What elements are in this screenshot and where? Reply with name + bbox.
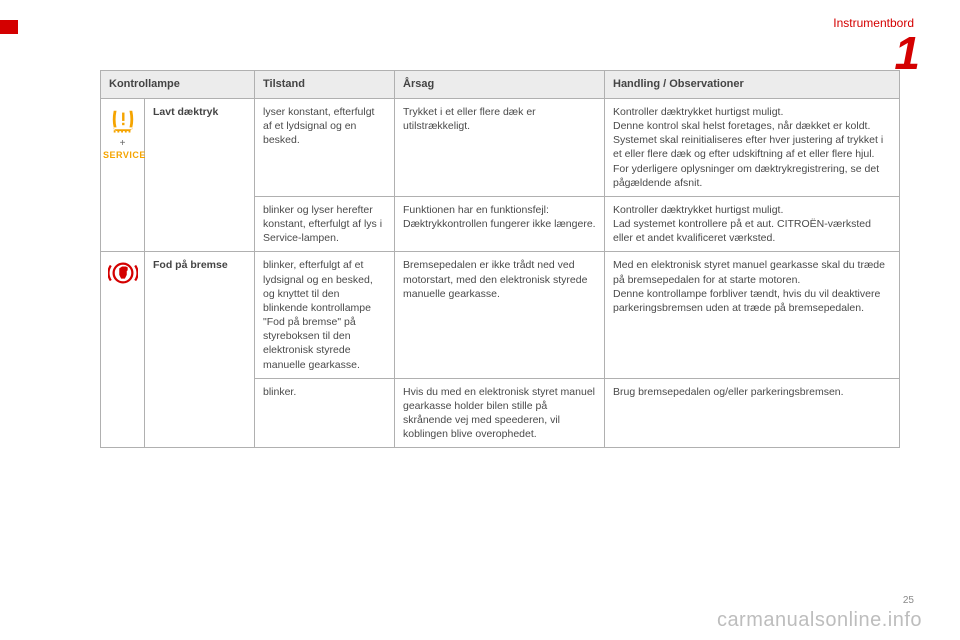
content-area: Kontrollampe Tilstand Årsag Handling / O… (100, 70, 900, 580)
foot-on-brake-icon (103, 258, 142, 292)
state-cell: blinker, efterfulgt af et lydsignal og e… (255, 252, 395, 378)
col-lamp: Kontrollampe (101, 71, 255, 99)
table-row: + SERVICE Lavt dæktryk lyser konstant, e… (101, 98, 900, 196)
cause-cell: Trykket i et eller flere dæk er utilstræ… (395, 98, 605, 196)
table-row: Fod på bremse blinker, efterfulgt af et … (101, 252, 900, 378)
table-header-row: Kontrollampe Tilstand Årsag Handling / O… (101, 71, 900, 99)
state-cell: blinker. (255, 378, 395, 448)
cause-cell: Bremsepedalen er ikke trådt ned ved moto… (395, 252, 605, 378)
state-cell: lyser konstant, efterfulgt af et lydsign… (255, 98, 395, 196)
action-cell: Med en elektronisk styret manuel gearkas… (605, 252, 900, 378)
icon-cell-tyre: + SERVICE (101, 98, 145, 252)
col-cause: Årsag (395, 71, 605, 99)
lamp-label-brake: Fod på bremse (145, 252, 255, 448)
lamp-label-tyre: Lavt dæktryk (145, 98, 255, 252)
state-cell: blinker og lyser herefter konstant, efte… (255, 196, 395, 252)
icon-cell-brake (101, 252, 145, 448)
col-state: Tilstand (255, 71, 395, 99)
red-side-tab (0, 20, 18, 34)
page-number: 25 (903, 595, 914, 606)
warning-lamp-table: Kontrollampe Tilstand Årsag Handling / O… (100, 70, 900, 448)
cause-cell: Funktionen har en funktionsfejl: Dæktryk… (395, 196, 605, 252)
action-cell: Kontroller dæktrykket hurtigst muligt.De… (605, 98, 900, 196)
plus-icon: + (103, 139, 142, 149)
tpms-icon (108, 107, 138, 133)
action-cell: Brug bremsepedalen og/eller parkeringsbr… (605, 378, 900, 448)
col-action: Handling / Observationer (605, 71, 900, 99)
service-icon: SERVICE (103, 149, 142, 161)
action-cell: Kontroller dæktrykket hurtigst muligt.La… (605, 196, 900, 252)
cause-cell: Hvis du med en elektronisk styret manuel… (395, 378, 605, 448)
footer-url: carmanualsonline.info (717, 609, 922, 632)
